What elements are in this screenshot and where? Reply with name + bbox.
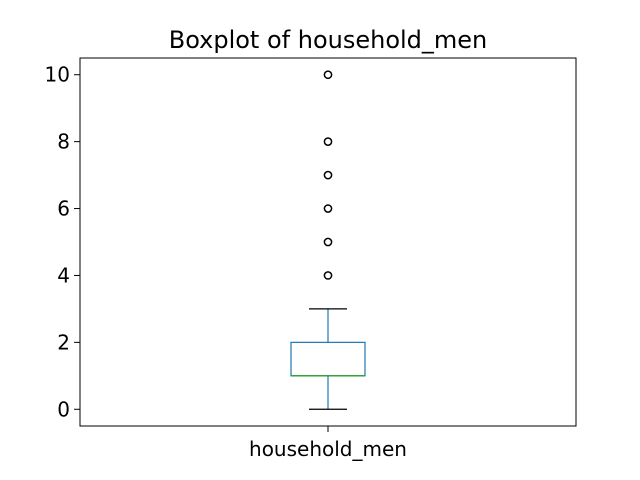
- outlier-point: [323, 204, 333, 213]
- y-tick-label: 10: [45, 63, 70, 87]
- chart-title: Boxplot of household_men: [169, 26, 488, 54]
- plot-frame: [79, 57, 577, 427]
- outlier-point: [323, 237, 333, 247]
- y-tick-label: 6: [57, 197, 70, 221]
- x-tick-label: household_men: [249, 437, 407, 461]
- y-tick-label: 0: [57, 397, 70, 421]
- outlier-point: [323, 70, 333, 80]
- box-iqr: [290, 341, 366, 377]
- outlier-point: [323, 271, 333, 280]
- outlier-point: [323, 137, 333, 146]
- y-tick-label: 8: [57, 130, 70, 154]
- y-tick-label: 4: [57, 263, 70, 287]
- y-tick-label: 2: [57, 330, 70, 354]
- outlier-point: [323, 170, 333, 180]
